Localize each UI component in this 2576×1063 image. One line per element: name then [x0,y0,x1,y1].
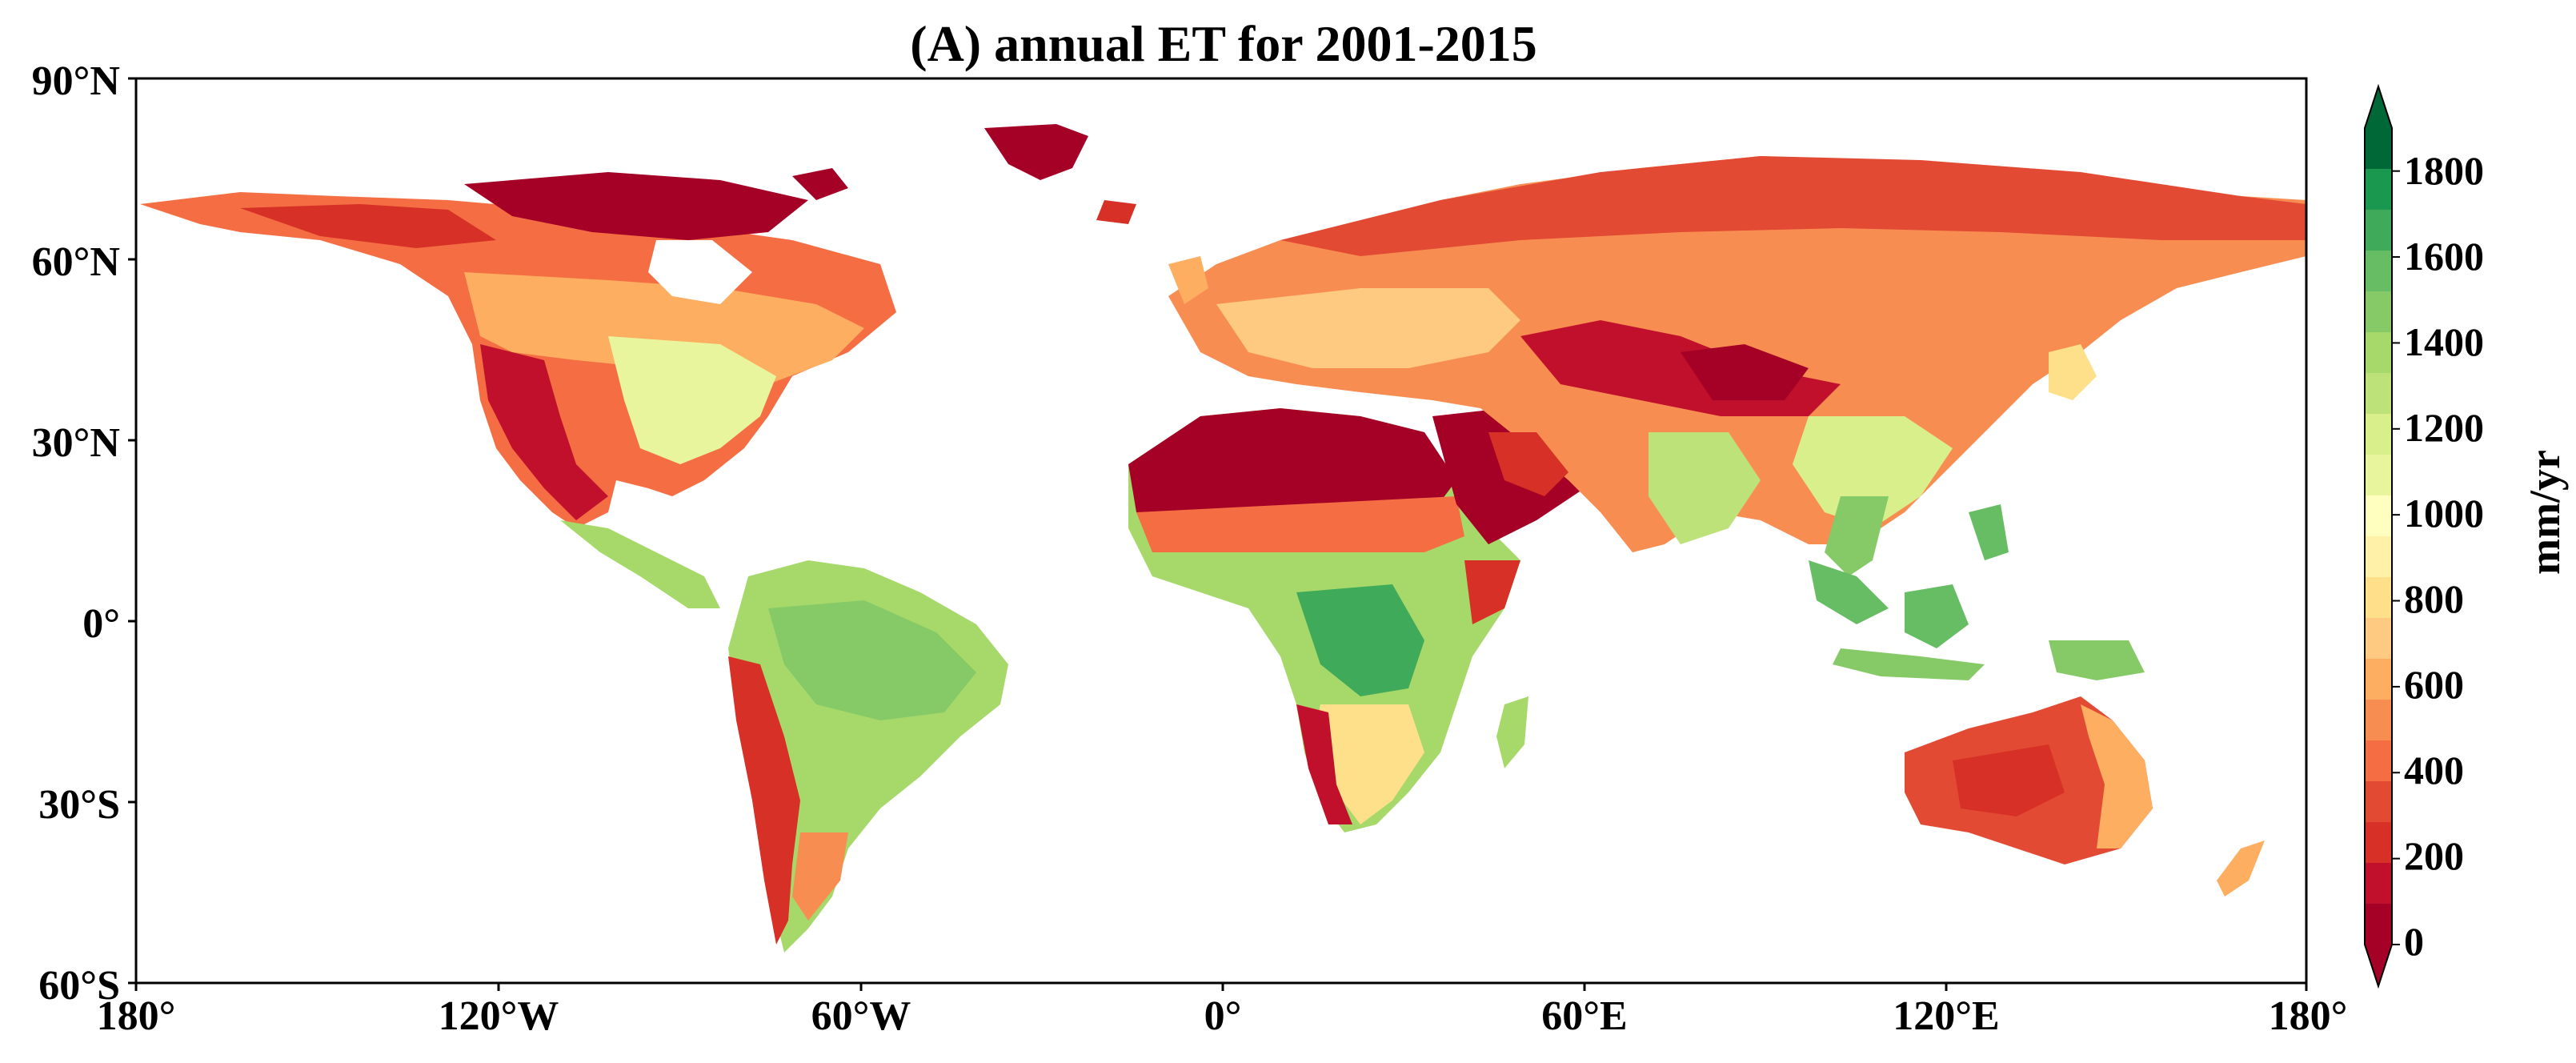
colorbar-segment [2365,700,2392,741]
colorbar-segment [2365,495,2392,537]
maritime-southeast-asia [1809,504,2145,680]
colorbar-tick-1800: 1800 [2404,148,2484,193]
colorbar-tick-200: 200 [2404,833,2464,878]
lat-label-90n: 90°N [31,58,120,104]
map-frame [134,77,2308,985]
colorbar-segment [2365,822,2392,864]
lon-label-60w: 60°W [811,993,911,1039]
colorbar-tick-800: 800 [2404,576,2464,621]
colorbar-min-arrow [2365,945,2392,986]
lon-label-60e: 60°E [1541,993,1628,1039]
lat-label-0: 0° [82,601,120,647]
lon-label-180e: 180° [2268,993,2348,1039]
colorbar-segment [2365,740,2392,782]
africa [1128,408,1520,832]
colorbar-segment [2365,373,2392,415]
colorbar-segment [2365,291,2392,333]
colorbar-segment [2365,863,2392,905]
colorbar-unit: mm/yr [2521,450,2569,575]
lon-label-120w: 120°W [438,993,559,1039]
colorbar-segment [2365,659,2392,700]
new-zealand [2217,840,2265,897]
colorbar [2364,83,2400,989]
colorbar-segment [2365,128,2392,170]
colorbar-tick-1200: 1200 [2404,405,2484,450]
colorbar-segment [2365,904,2392,945]
colorbar-segment [2365,332,2392,374]
eurasia [1168,156,2306,576]
colorbar-tick-600: 600 [2404,662,2464,707]
colorbar-segment [2365,210,2392,251]
colorbar-segment [2365,251,2392,292]
colorbar-segment [2365,781,2392,823]
axis-ticks [128,77,2308,991]
colorbar-tick-1000: 1000 [2404,491,2484,536]
colorbar-tick-400: 400 [2404,748,2464,792]
south-america [728,560,1008,953]
australia [1905,696,2153,864]
colorbar-segment [2365,455,2392,496]
lat-label-60s: 60°S [38,963,120,1009]
land-masses [140,124,2306,953]
lat-label-30n: 30°N [31,420,120,466]
colorbar-segment [2365,169,2392,211]
colorbar-tick-1400: 1400 [2404,319,2484,364]
lat-label-30s: 30°S [38,782,120,828]
lon-label-0: 0° [1204,993,1242,1039]
colorbar-tick-1600: 1600 [2404,234,2484,279]
madagascar [1496,696,1528,768]
colorbar-segment [2365,577,2392,619]
colorbar-segment [2365,536,2392,578]
arctic-islands [792,124,1136,224]
lon-label-120e: 120°E [1893,993,2000,1039]
colorbar-max-arrow [2365,86,2392,128]
lon-label-180w: 180° [96,993,176,1039]
colorbar-segment [2365,618,2392,660]
colorbar-segment [2365,414,2392,455]
british-isles [1168,256,1208,304]
north-america [140,172,896,608]
japan [2049,344,2097,400]
colorbar-tick-0: 0 [2404,919,2424,964]
lat-label-60n: 60°N [31,239,120,285]
map-title: (A) annual ET for 2001-2015 [910,15,1537,72]
